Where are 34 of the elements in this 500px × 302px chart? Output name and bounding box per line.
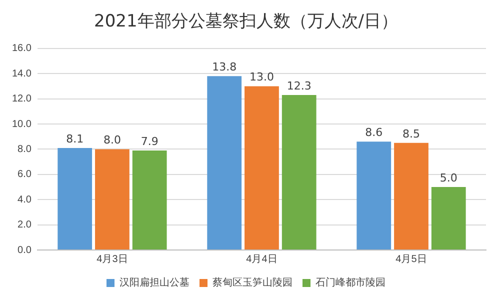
- chart-title: 2021年部分公墓祭扫人数（万人次/日）: [94, 12, 398, 32]
- data-label: 8.6: [365, 126, 383, 139]
- legend-label: 汉阳扁担山公墓: [120, 276, 190, 289]
- bar: [95, 149, 130, 250]
- bar: [244, 86, 279, 250]
- y-tick-label: 8.0: [18, 144, 32, 155]
- y-tick-label: 14.0: [12, 68, 32, 80]
- legend-label: 蔡甸区玉笋山陵园: [212, 276, 292, 289]
- data-label: 7.9: [140, 134, 158, 148]
- y-tick-label: 16.0: [12, 43, 32, 54]
- y-tick-label: 2.0: [18, 220, 32, 231]
- data-label: 12.3: [286, 79, 312, 92]
- y-tick-label: 4.0: [18, 194, 32, 206]
- data-label: 13.0: [249, 70, 274, 84]
- bar: [431, 187, 466, 250]
- bar: [207, 76, 242, 250]
- legend-label: 石门峰都市陵园: [316, 276, 386, 289]
- bar: [356, 142, 392, 250]
- data-label: 8.1: [66, 132, 84, 146]
- bar: [394, 142, 428, 250]
- y-tick-label: 10.0: [12, 118, 32, 130]
- x-tick-label: 4月4日: [246, 254, 278, 265]
- bar: [132, 150, 167, 250]
- x-tick-label: 4月3日: [96, 254, 128, 265]
- bar: [282, 95, 316, 250]
- x-tick-label: 4月5日: [396, 254, 427, 265]
- y-tick-label: 6.0: [18, 169, 32, 180]
- data-label: 13.8: [212, 60, 237, 74]
- y-tick-label: 12.0: [12, 94, 32, 105]
- y-tick-label: 0.0: [18, 244, 32, 256]
- data-label: 5.0: [440, 171, 458, 184]
- data-label: 8.0: [103, 134, 121, 147]
- bar: [58, 148, 92, 250]
- data-label: 8.5: [402, 127, 420, 140]
